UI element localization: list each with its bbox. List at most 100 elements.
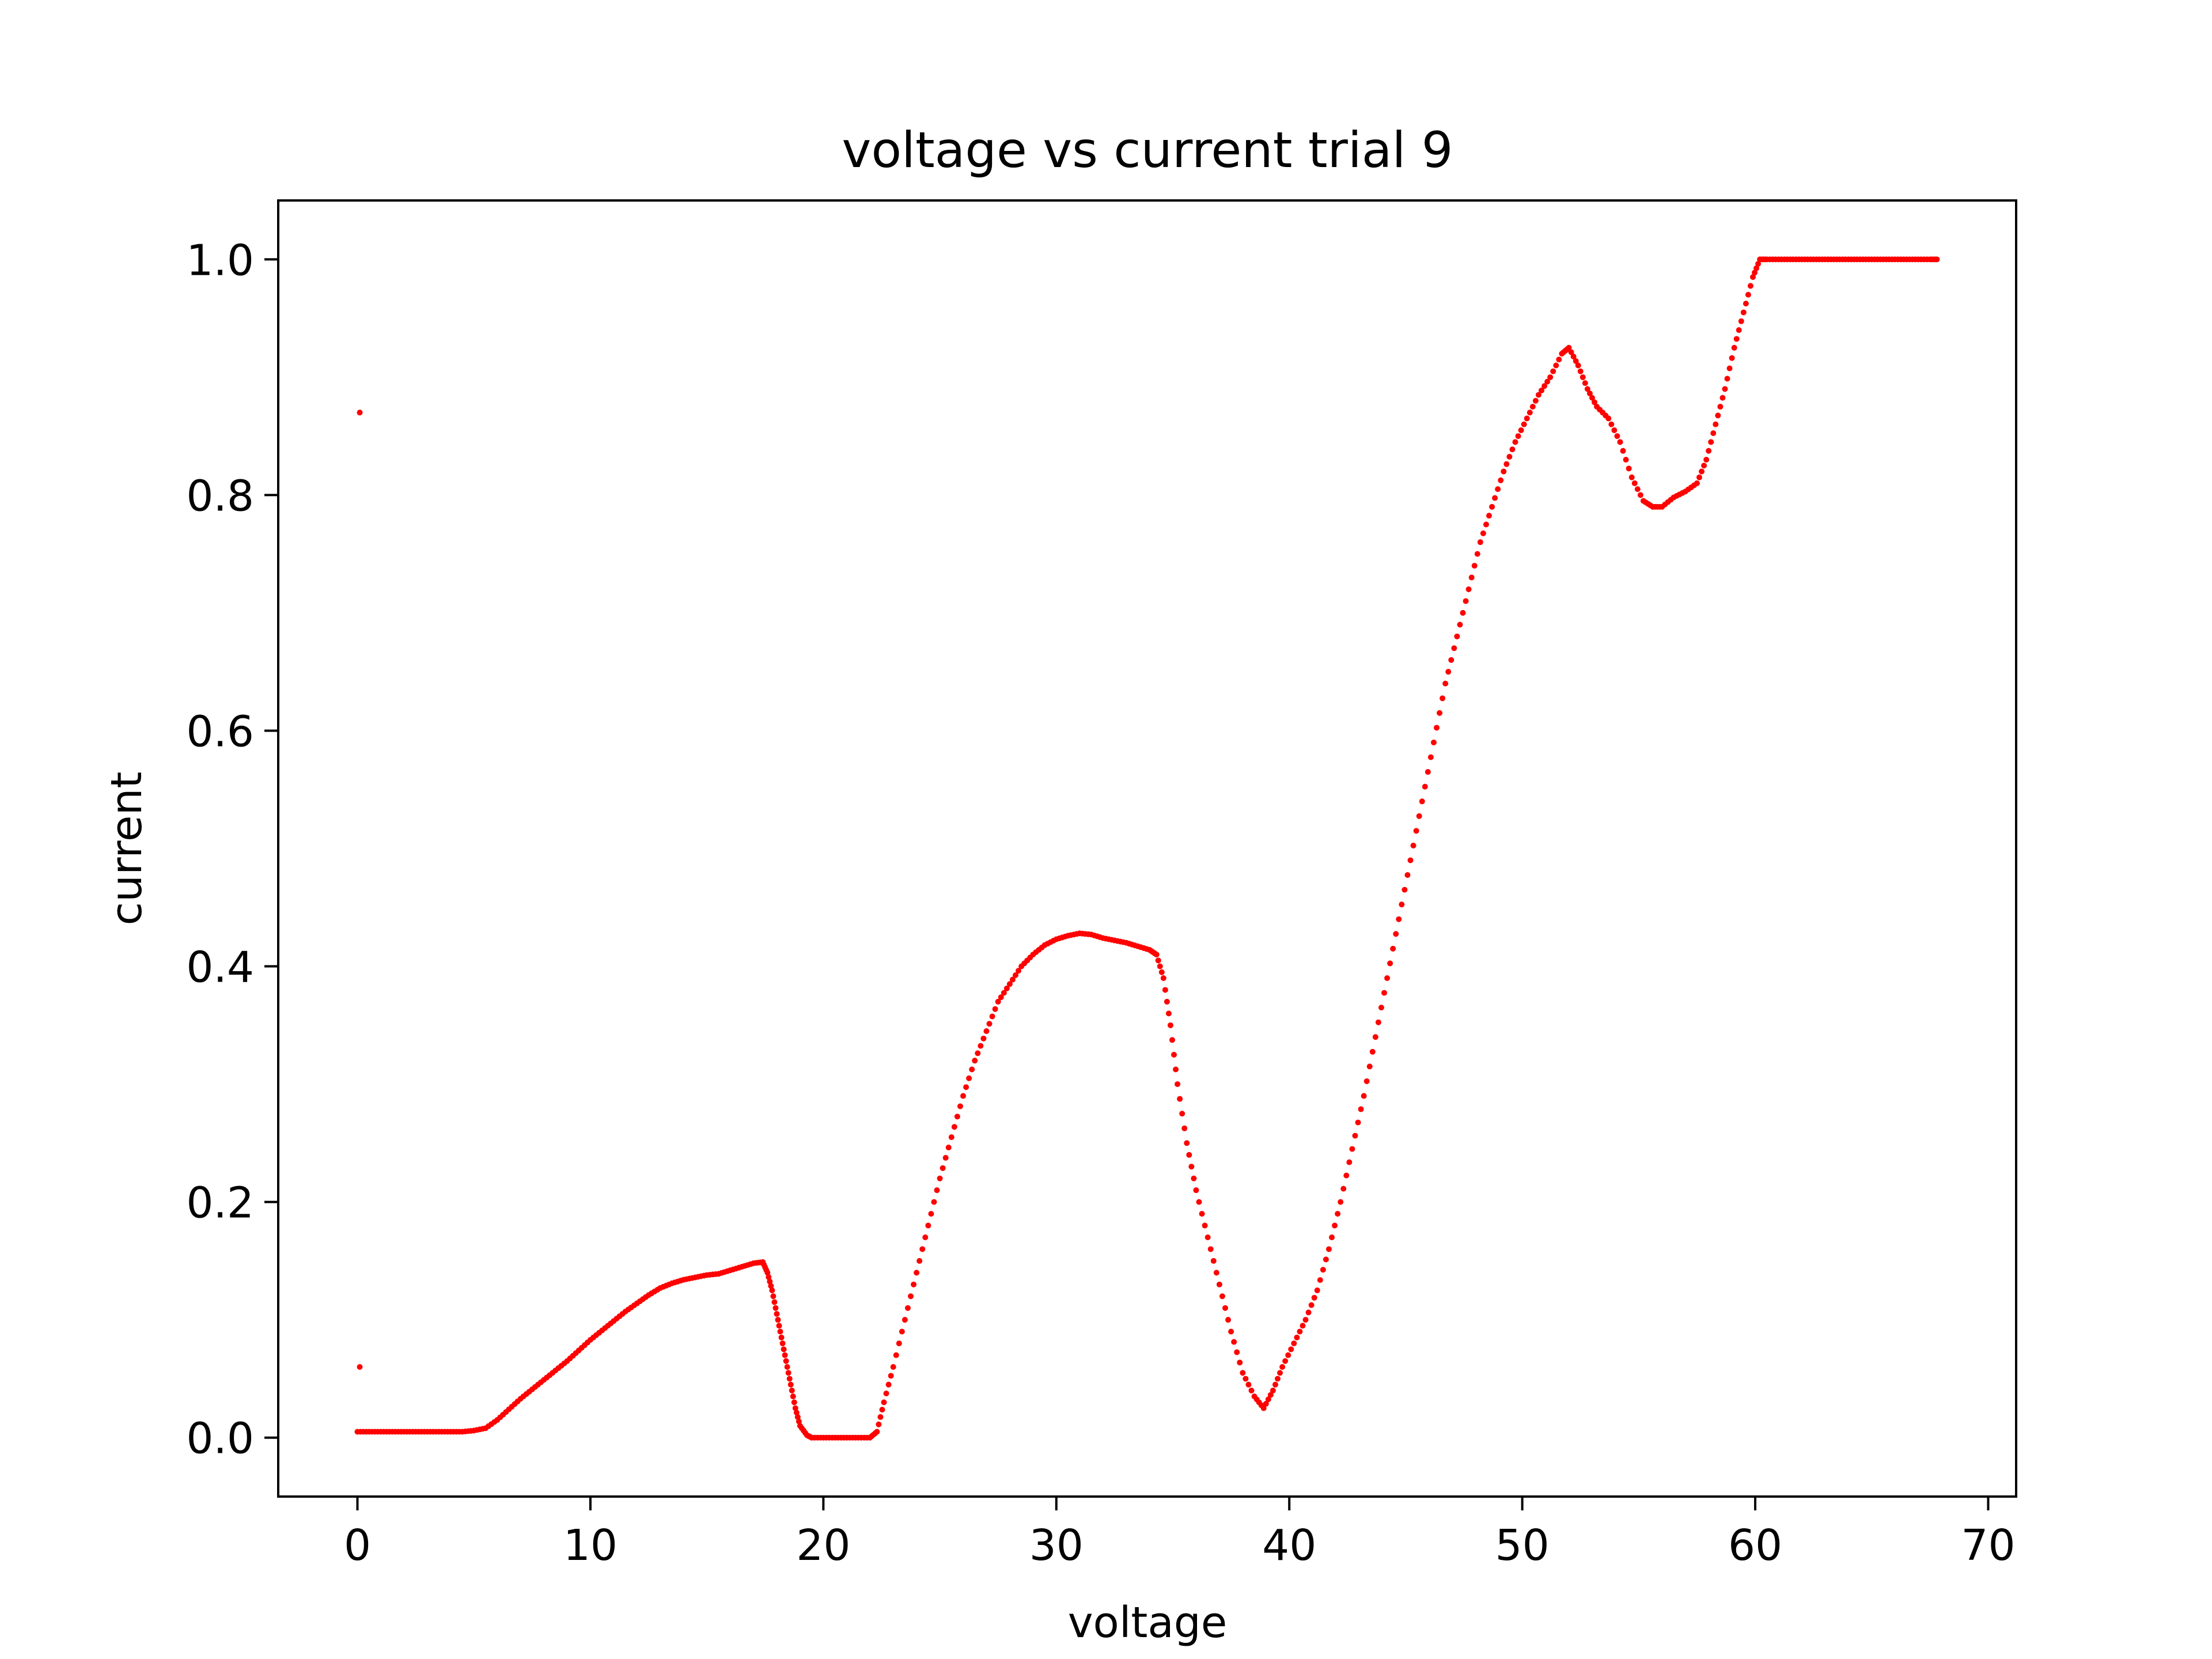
- data-point: [1605, 415, 1612, 422]
- data-point: [1160, 975, 1166, 981]
- x-tick-label: 50: [1495, 1521, 1550, 1570]
- data-point: [1445, 669, 1452, 675]
- data-point: [1529, 403, 1536, 410]
- data-point: [771, 1299, 778, 1305]
- data-point: [1340, 1185, 1347, 1192]
- data-point: [1358, 1106, 1364, 1112]
- data-point: [770, 1293, 777, 1300]
- data-point: [1710, 430, 1717, 436]
- data-points: [354, 256, 1940, 1441]
- data-point: [1589, 395, 1595, 401]
- data-point: [1430, 739, 1437, 745]
- data-point: [1750, 274, 1756, 280]
- data-point: [1586, 390, 1593, 396]
- data-point: [1294, 1334, 1300, 1340]
- y-tick-label: 0.4: [186, 943, 254, 993]
- data-point: [980, 1035, 987, 1041]
- data-point: [781, 1346, 787, 1353]
- data-point: [1173, 1066, 1179, 1073]
- data-point: [1566, 344, 1572, 351]
- x-tick-label: 10: [563, 1521, 618, 1570]
- data-point: [1634, 486, 1641, 493]
- x-axis-label: voltage: [1068, 1598, 1228, 1647]
- data-point: [1532, 397, 1539, 404]
- data-point: [940, 1165, 946, 1171]
- data-point: [1402, 887, 1408, 893]
- y-tick-label: 0.2: [186, 1179, 254, 1228]
- data-point: [1277, 1370, 1283, 1376]
- data-point: [784, 1364, 790, 1370]
- data-point: [1153, 952, 1160, 958]
- data-point: [1553, 362, 1559, 369]
- data-point: [1614, 433, 1620, 440]
- data-point: [1410, 842, 1416, 849]
- data-point: [1325, 1246, 1332, 1252]
- data-point: [948, 1134, 955, 1141]
- data-point: [1437, 710, 1443, 716]
- data-point: [1509, 446, 1516, 453]
- data-point: [1300, 1323, 1306, 1329]
- data-point: [786, 1376, 793, 1382]
- data-point: [874, 1429, 880, 1435]
- data-point: [1003, 985, 1010, 991]
- data-point: [1009, 976, 1016, 983]
- data-point: [1696, 474, 1702, 480]
- data-point: [1378, 1005, 1384, 1011]
- data-point: [1361, 1093, 1367, 1099]
- data-point: [1288, 1346, 1294, 1353]
- data-point: [919, 1246, 926, 1252]
- data-point: [1550, 368, 1556, 374]
- data-point: [966, 1075, 972, 1081]
- data-point: [1167, 1022, 1173, 1028]
- x-tick-label: 70: [1961, 1521, 2015, 1570]
- data-point: [1515, 433, 1521, 440]
- data-point: [951, 1124, 957, 1130]
- data-point: [1448, 657, 1455, 663]
- data-point: [1492, 495, 1498, 501]
- data-point: [1381, 990, 1388, 996]
- data-point: [1454, 633, 1460, 639]
- data-point: [1570, 354, 1577, 360]
- data-point: [1213, 1270, 1219, 1276]
- data-point: [1155, 957, 1161, 964]
- data-point: [1274, 1376, 1281, 1382]
- y-axis-ticks: 0.0 0.2 0.4 0.6 0.8 1.0: [186, 236, 278, 1464]
- data-point: [1738, 318, 1744, 324]
- data-point: [1372, 1034, 1378, 1040]
- x-tick-label: 60: [1728, 1521, 1782, 1570]
- data-point: [1205, 1234, 1211, 1240]
- data-point: [1755, 260, 1762, 267]
- y-axis-label: current: [102, 772, 151, 926]
- data-point: [1216, 1281, 1222, 1287]
- x-tick-label: 0: [344, 1521, 371, 1570]
- data-point: [928, 1211, 934, 1217]
- data-point: [1580, 374, 1586, 380]
- data-point: [992, 1006, 998, 1012]
- data-point: [1013, 972, 1019, 978]
- data-point: [1483, 521, 1489, 528]
- data-point: [1474, 551, 1480, 557]
- data-point: [1302, 1317, 1309, 1323]
- data-point: [1729, 355, 1735, 361]
- data-point: [1568, 349, 1574, 355]
- data-point: [1620, 448, 1626, 454]
- data-point: [1465, 586, 1472, 592]
- data-point: [772, 1305, 779, 1311]
- data-point: [357, 1364, 363, 1370]
- x-tick-label: 40: [1262, 1521, 1316, 1570]
- data-point: [775, 1317, 781, 1323]
- data-point: [1335, 1211, 1341, 1217]
- data-point: [764, 1270, 771, 1276]
- data-point: [934, 1187, 940, 1194]
- data-point: [1535, 392, 1541, 398]
- data-point: [1375, 1019, 1381, 1025]
- data-point: [1158, 969, 1165, 975]
- data-point: [1399, 902, 1405, 908]
- data-point: [885, 1381, 892, 1388]
- data-point: [995, 998, 1001, 1005]
- data-point: [1191, 1175, 1197, 1181]
- data-point: [1291, 1340, 1297, 1347]
- data-point: [881, 1399, 887, 1406]
- data-point: [890, 1364, 896, 1370]
- data-point: [768, 1283, 774, 1289]
